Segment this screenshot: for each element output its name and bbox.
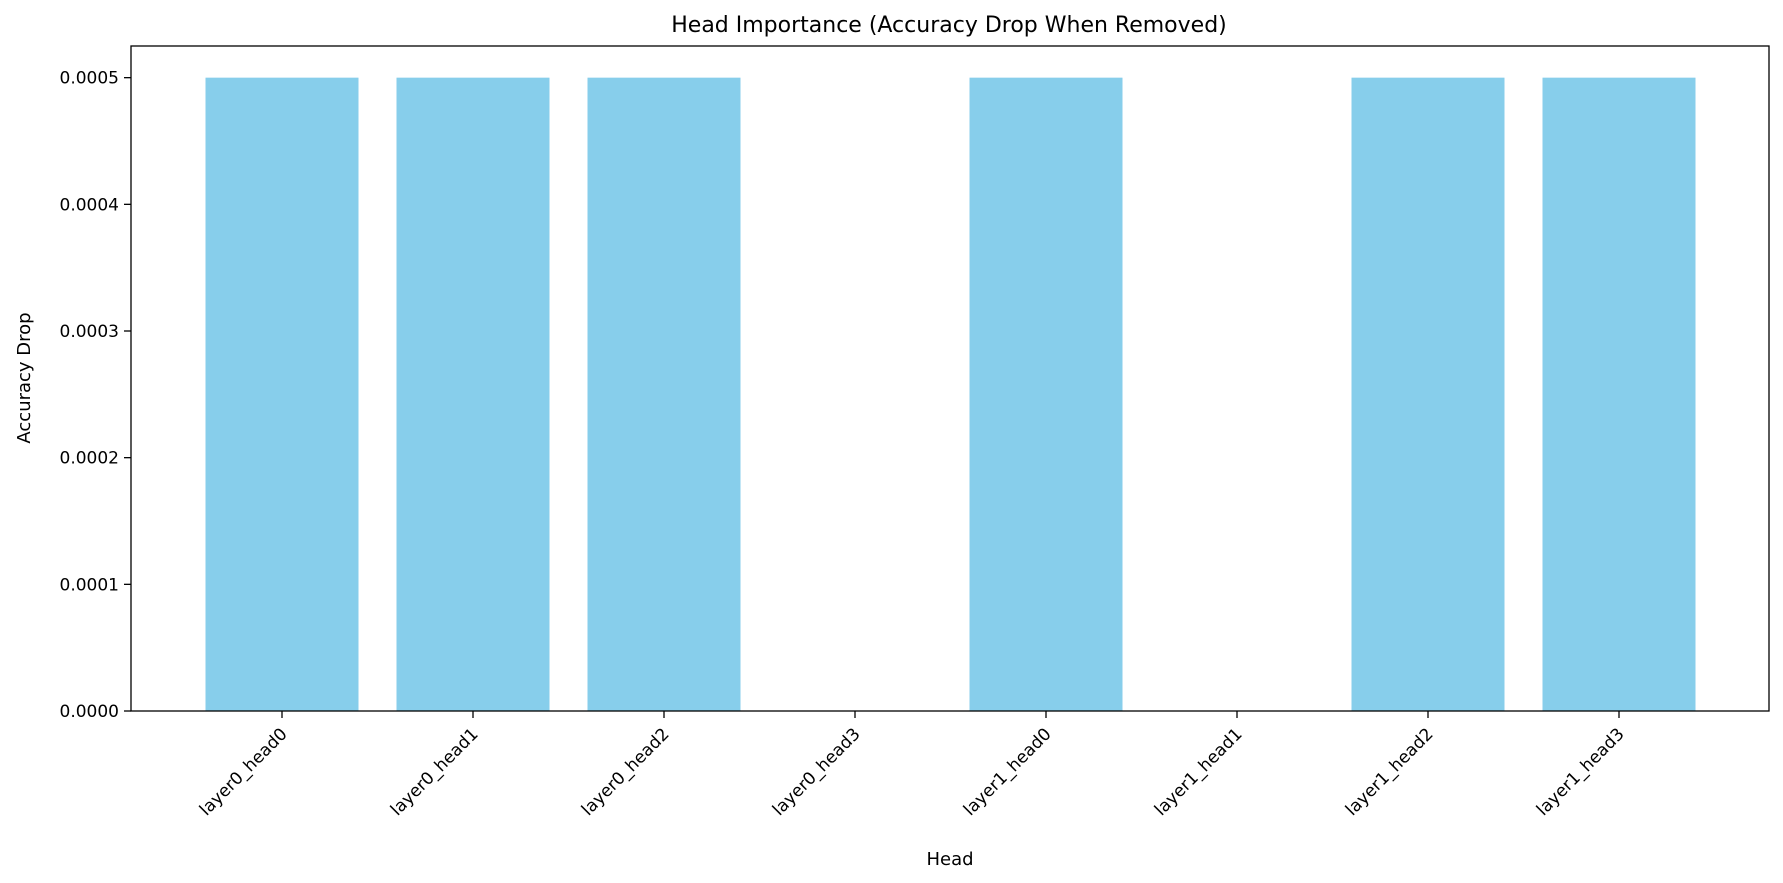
x-tick-label: layer0_head1 bbox=[387, 724, 483, 820]
bar-layer1_head3 bbox=[1542, 77, 1696, 711]
y-tick-label: 0.0005 bbox=[60, 69, 119, 89]
y-axis-label: Accuracy Drop bbox=[14, 312, 35, 443]
x-tick-label: layer0_head2 bbox=[578, 724, 674, 820]
bar-layer0_head2 bbox=[587, 77, 741, 711]
x-tick-label: layer1_head2 bbox=[1342, 724, 1438, 820]
x-tick-label: layer1_head0 bbox=[960, 724, 1056, 820]
bar-layer0_head0 bbox=[205, 77, 359, 711]
bars-group bbox=[205, 77, 1696, 711]
bar-layer1_head2 bbox=[1351, 77, 1505, 711]
plot-frame bbox=[130, 45, 1770, 712]
x-axis-ticks: layer0_head0 layer0_head1 layer0_head2 laye… bbox=[196, 711, 1629, 820]
x-tick-label: layer1_head3 bbox=[1533, 724, 1629, 820]
y-tick-label: 0.0000 bbox=[60, 702, 119, 722]
chart-title: Head Importance (Accuracy Drop When Remo… bbox=[671, 13, 1227, 38]
y-tick-label: 0.0003 bbox=[60, 322, 119, 342]
bar-layer1_head0 bbox=[969, 77, 1123, 711]
x-axis-label: Head bbox=[926, 849, 973, 870]
y-tick-label: 0.0001 bbox=[60, 575, 119, 595]
bar-layer0_head1 bbox=[396, 77, 550, 711]
x-tick-label: layer0_head3 bbox=[769, 724, 865, 820]
x-tick-label: layer0_head0 bbox=[196, 724, 292, 820]
y-axis-ticks: 0.0000 0.0001 0.0002 0.0003 0.0004 0.0005 bbox=[60, 69, 131, 722]
y-tick-label: 0.0002 bbox=[60, 449, 119, 469]
x-tick-label: layer1_head1 bbox=[1151, 724, 1247, 820]
y-tick-label: 0.0004 bbox=[60, 195, 119, 215]
